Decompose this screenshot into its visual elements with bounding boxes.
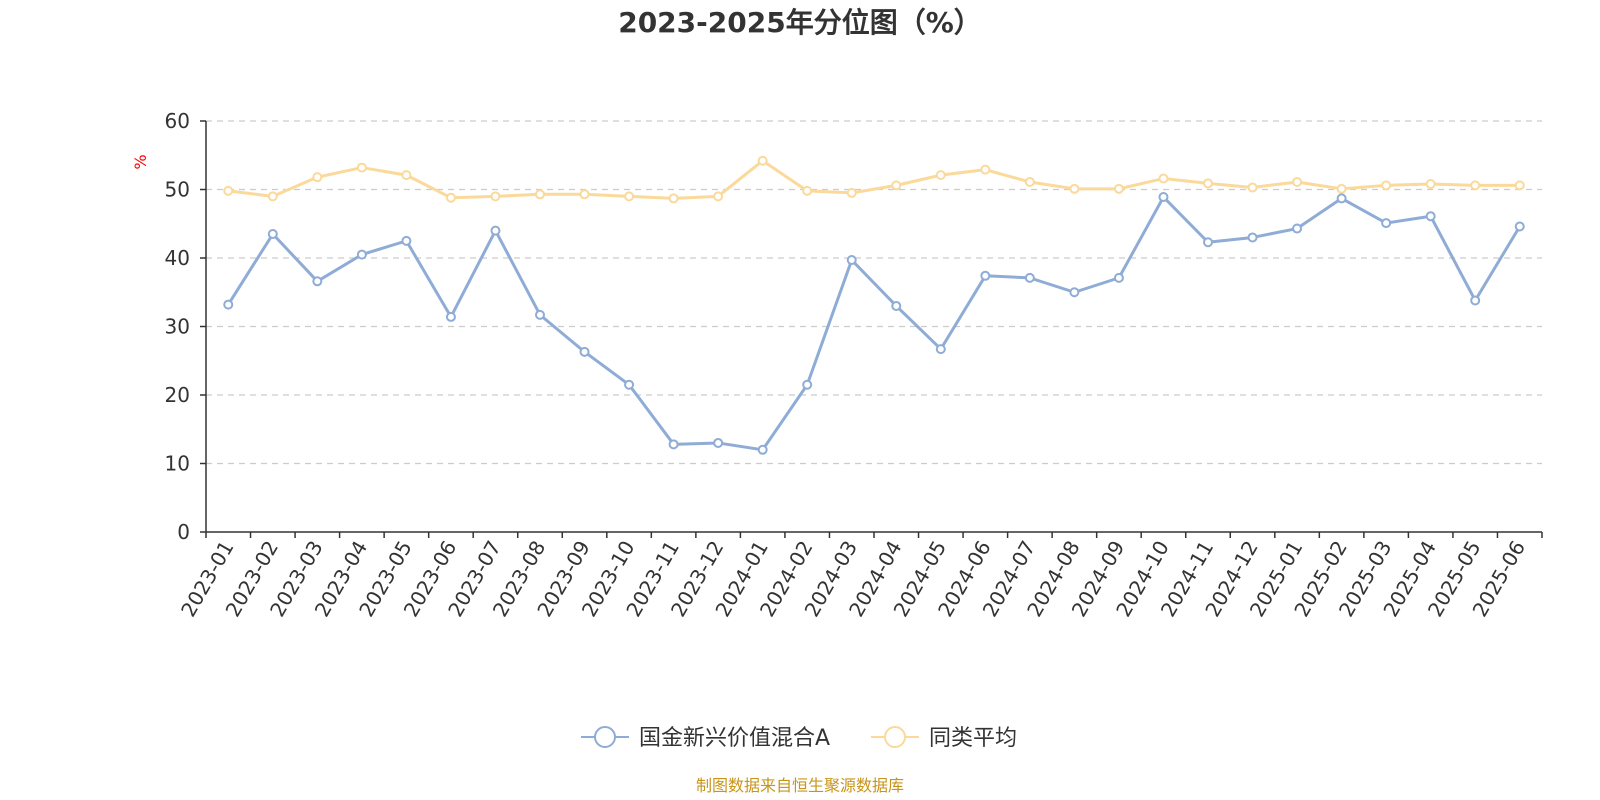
data-point[interactable] <box>401 170 412 181</box>
data-point[interactable] <box>1514 180 1525 191</box>
data-point[interactable] <box>1069 287 1080 298</box>
data-point[interactable] <box>579 346 590 357</box>
legend[interactable]: 国金新兴价值混合A 同类平均 <box>581 726 1017 751</box>
series-lines <box>223 155 1525 455</box>
legend-item-fund[interactable]: 国金新兴价值混合A <box>581 726 830 751</box>
axes <box>200 120 1543 538</box>
y-tick-label-40: 40 <box>165 246 190 270</box>
data-point[interactable] <box>1247 182 1258 193</box>
data-point[interactable] <box>1158 173 1169 184</box>
data-point[interactable] <box>1024 176 1035 187</box>
data-point[interactable] <box>891 180 902 191</box>
data-point[interactable] <box>1470 295 1481 306</box>
y-tick-label-60: 60 <box>165 109 190 133</box>
data-point[interactable] <box>1113 272 1124 283</box>
y-axis-label: % <box>131 154 150 169</box>
data-point[interactable] <box>668 439 679 450</box>
legend-fund-marker <box>594 726 616 748</box>
data-point[interactable] <box>668 193 679 204</box>
data-point[interactable] <box>1069 183 1080 194</box>
data-point[interactable] <box>757 155 768 166</box>
legend-peer-label: 同类平均 <box>929 726 1017 751</box>
data-point[interactable] <box>490 225 501 236</box>
data-point[interactable] <box>535 309 545 320</box>
grid-lines <box>206 120 1542 465</box>
data-point[interactable] <box>1247 232 1258 243</box>
data-point[interactable] <box>1113 183 1124 194</box>
data-point[interactable] <box>223 185 234 196</box>
data-point[interactable] <box>802 379 813 390</box>
data-point[interactable] <box>223 299 234 310</box>
data-point[interactable] <box>1470 180 1481 191</box>
data-point[interactable] <box>1292 223 1303 234</box>
data-point[interactable] <box>1514 221 1525 232</box>
y-tick-label-20: 20 <box>165 383 190 407</box>
series-line-1 <box>228 159 1520 200</box>
x-tick-labels: 2023-012023-022023-032023-042023-052023-… <box>176 537 1530 621</box>
legend-item-peer-average[interactable]: 同类平均 <box>871 726 1017 751</box>
data-point[interactable] <box>935 170 946 181</box>
data-point[interactable] <box>1336 193 1347 204</box>
y-tick-label-0: 0 <box>177 520 190 544</box>
y-tick-label-50: 50 <box>165 178 190 202</box>
y-tick-label-10: 10 <box>165 452 190 476</box>
data-point[interactable] <box>401 235 412 246</box>
data-source-note: 制图数据来自恒生聚源数据库 <box>696 776 904 795</box>
data-point[interactable] <box>579 189 590 200</box>
data-point[interactable] <box>891 300 902 311</box>
data-point[interactable] <box>713 191 724 202</box>
data-point[interactable] <box>1381 218 1392 229</box>
chart-title: 2023-2025年分位图（%） <box>618 6 982 39</box>
data-point[interactable] <box>980 164 991 175</box>
data-point[interactable] <box>535 189 545 200</box>
y-tick-label-30: 30 <box>165 315 190 339</box>
data-point[interactable] <box>356 162 367 173</box>
data-point[interactable] <box>267 191 278 202</box>
data-point[interactable] <box>1158 192 1169 203</box>
series-line-0 <box>226 195 1522 452</box>
data-point[interactable] <box>1203 237 1213 248</box>
data-point[interactable] <box>980 270 991 281</box>
data-point[interactable] <box>445 311 456 322</box>
data-point[interactable] <box>445 192 456 203</box>
legend-peer-marker <box>884 726 906 748</box>
data-point[interactable] <box>312 172 323 183</box>
y-tick-labels: 0 10 20 30 40 50 60 <box>165 109 190 544</box>
data-point[interactable] <box>490 191 501 202</box>
data-point[interactable] <box>624 379 635 390</box>
legend-fund-label: 国金新兴价值混合A <box>639 726 830 751</box>
data-point[interactable] <box>356 249 367 260</box>
data-point[interactable] <box>1203 178 1213 189</box>
data-point[interactable] <box>713 437 724 448</box>
data-point[interactable] <box>1425 211 1436 222</box>
data-point[interactable] <box>1336 183 1347 194</box>
data-point[interactable] <box>1425 179 1436 190</box>
data-point[interactable] <box>1381 180 1392 191</box>
data-point[interactable] <box>802 185 813 196</box>
data-point[interactable] <box>846 187 857 198</box>
data-point[interactable] <box>846 255 857 266</box>
data-point[interactable] <box>1024 272 1035 283</box>
data-point[interactable] <box>312 276 323 287</box>
data-point[interactable] <box>267 229 278 240</box>
data-point[interactable] <box>935 344 946 355</box>
data-point[interactable] <box>757 444 768 455</box>
data-point[interactable] <box>624 191 635 202</box>
data-point[interactable] <box>1292 176 1303 187</box>
